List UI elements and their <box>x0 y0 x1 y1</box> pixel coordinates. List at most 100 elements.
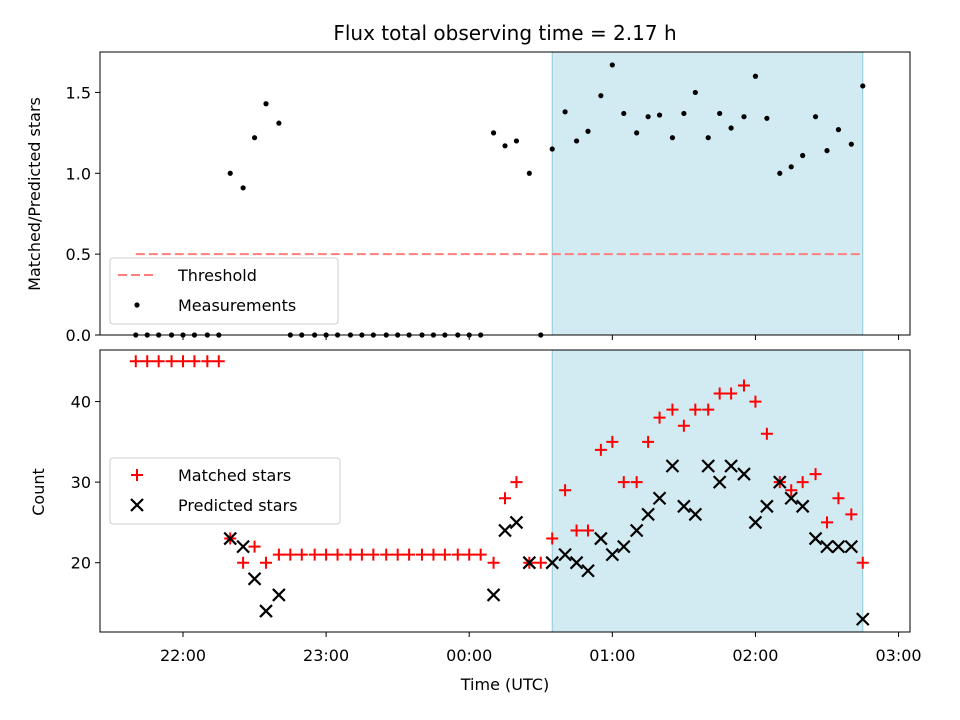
matched-stars-point <box>129 355 142 368</box>
measurement-point <box>860 83 866 89</box>
matched-stars-point <box>617 476 630 489</box>
measurement-point <box>240 185 246 191</box>
matched-stars-point <box>451 548 464 561</box>
matched-stars-point <box>725 387 738 400</box>
measurement-point <box>609 62 615 68</box>
top-panel: 0.0 0.5 1.0 1.5 Threshold Measurements <box>66 51 911 345</box>
predicted-stars-point <box>509 515 524 530</box>
matched-stars-point <box>582 524 595 537</box>
legend-label: Predicted stars <box>178 496 298 515</box>
predicted-stars-point <box>712 475 727 489</box>
measurement-point <box>276 120 282 126</box>
measurement-point <box>705 135 711 141</box>
y-tick-label: 40 <box>71 393 91 412</box>
legend-box <box>109 257 339 325</box>
legend-label: Threshold <box>177 266 257 285</box>
legend-matched-swatch <box>131 469 143 481</box>
matched-stars-point <box>165 355 178 368</box>
measurement-point <box>549 146 555 152</box>
matched-stars-point <box>201 355 214 368</box>
plot-frame <box>99 51 911 336</box>
predicted-stars-point <box>558 547 572 562</box>
matched-stars-point <box>427 548 440 561</box>
y-tick-label: 0.5 <box>66 245 91 264</box>
x-tick-label: 02:00 <box>732 646 778 665</box>
predicted-stars-point <box>629 523 644 538</box>
measurement-point <box>227 170 233 176</box>
matched-stars-point <box>737 379 750 392</box>
matched-stars-point <box>260 556 273 569</box>
predicted-stars-point <box>486 588 501 602</box>
measurement-point <box>598 93 604 99</box>
matched-stars-point <box>785 484 798 497</box>
matched-stars-point <box>570 524 583 537</box>
matched-stars-point <box>177 355 190 368</box>
predicted-stars-point <box>772 475 787 489</box>
predicted-stars-point <box>247 572 262 586</box>
predicted-stars-point <box>795 499 810 514</box>
predicted-stars-point <box>272 588 286 602</box>
measurement-point <box>513 138 520 144</box>
x-axis-label: Time (UTC) <box>460 675 549 694</box>
predicted-stars-point <box>831 539 846 554</box>
matched-stars-point <box>474 548 487 561</box>
predicted-stars-point <box>236 539 250 554</box>
predicted-stars-point <box>605 547 620 562</box>
measurement-point <box>764 115 770 121</box>
matched-stars-point <box>487 556 500 569</box>
measurement-point <box>692 89 698 96</box>
legend-measurement-swatch <box>134 302 140 308</box>
legend-label: Matched stars <box>178 466 291 485</box>
matched-stars-point <box>403 548 416 561</box>
predicted-stars-point <box>701 459 715 473</box>
matched-stars-point <box>689 403 702 416</box>
matched-stars-point <box>237 556 250 569</box>
top-y-axis-label: Matched/Predicted stars <box>25 97 44 291</box>
x-tick-label: 00:00 <box>446 646 492 665</box>
measurement-point <box>669 135 676 141</box>
matched-stars-point <box>594 443 607 456</box>
predicted-stars-point <box>498 523 512 538</box>
measurement-point <box>573 138 580 144</box>
measurement-point <box>728 125 734 131</box>
x-tick-label: 23:00 <box>303 646 349 665</box>
matched-stars-point <box>760 427 773 440</box>
predicted-stars-point <box>641 507 655 522</box>
measurement-point <box>824 148 830 154</box>
predicted-stars-point <box>569 555 584 570</box>
matched-stars-point <box>152 355 165 368</box>
predicted-stars-point <box>760 499 774 514</box>
predicted-stars-point <box>581 563 595 578</box>
matched-stars-point <box>677 419 690 432</box>
y-tick-label: 20 <box>71 554 91 573</box>
matched-stars-point <box>415 548 428 561</box>
matched-stars-point <box>796 476 809 489</box>
measurement-point <box>502 143 508 149</box>
measurement-point <box>526 170 532 176</box>
matched-stars-point <box>630 476 643 489</box>
bottom-panel: 20 30 40 22:00 23:00 00:00 01:00 02:00 03:00 Matc… <box>71 349 922 665</box>
legend-predicted-swatch <box>130 498 144 512</box>
x-tick-label: 03:00 <box>875 646 921 665</box>
chart-title: Flux total observing time = 2.17 h <box>333 21 676 45</box>
matched-stars-point <box>499 492 511 505</box>
measurement-point <box>562 109 568 115</box>
matched-stars-point <box>702 403 715 416</box>
matched-stars-point <box>559 484 572 497</box>
measurement-point <box>656 112 663 118</box>
matched-stars-point <box>606 435 619 448</box>
matched-stars-point <box>284 548 297 561</box>
matched-stars-point <box>380 548 393 561</box>
matched-stars-point <box>666 403 679 416</box>
predicted-stars-point <box>844 539 859 554</box>
measurement-point <box>681 110 687 117</box>
matched-stars-point <box>344 548 357 561</box>
matched-stars-point <box>832 492 845 505</box>
legend-label: Measurements <box>178 296 296 315</box>
observing-window-shade <box>551 51 864 336</box>
measurement-point <box>752 73 759 79</box>
matched-stars-point <box>308 548 321 561</box>
matched-stars-point <box>141 355 154 368</box>
measurement-point <box>717 110 723 117</box>
